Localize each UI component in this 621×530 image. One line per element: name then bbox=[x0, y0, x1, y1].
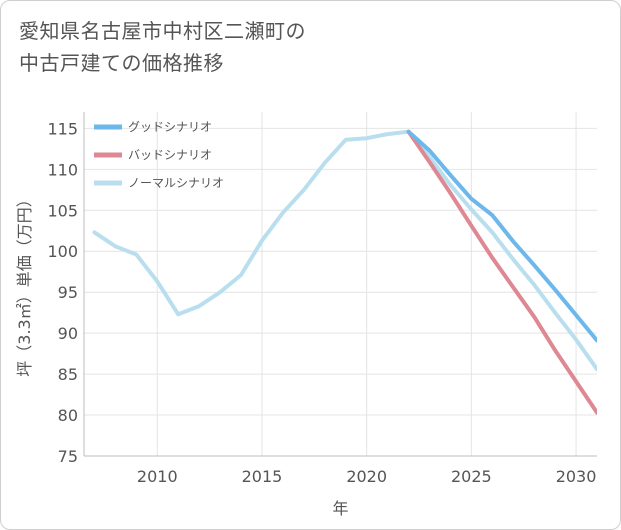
y-tick-label: 85 bbox=[58, 365, 78, 384]
x-tick-label: 2025 bbox=[451, 467, 492, 486]
y-tick-label: 75 bbox=[58, 447, 78, 466]
chart-title-line-2: 中古戸建ての価格推移 bbox=[19, 51, 224, 75]
series-line-2 bbox=[92, 129, 597, 372]
axes bbox=[83, 112, 597, 457]
x-tick-label: 2020 bbox=[346, 467, 387, 486]
chart-title: 愛知県名古屋市中村区二瀬町の 中古戸建ての価格推移 bbox=[19, 15, 306, 79]
y-tick-label: 80 bbox=[58, 406, 78, 425]
x-tick-label: 2030 bbox=[556, 467, 597, 486]
legend-label-0: グッドシナリオ bbox=[128, 120, 212, 134]
tick-labels: 75 80 85 90 95 100 105 110 115 2010 2015 2020 2025 20… bbox=[47, 119, 596, 486]
series-line-0 bbox=[406, 129, 597, 343]
y-tick-label: 105 bbox=[47, 201, 78, 220]
series-lines bbox=[92, 129, 597, 415]
chart-title-line-1: 愛知県名古屋市中村区二瀬町の bbox=[19, 19, 306, 43]
legend-label-2: ノーマルシナリオ bbox=[128, 176, 224, 190]
y-tick-label: 110 bbox=[47, 160, 78, 179]
legend-label-1: バッドシナリオ bbox=[128, 148, 212, 162]
x-tick-label: 2010 bbox=[137, 467, 178, 486]
y-tick-label: 95 bbox=[58, 283, 78, 302]
y-tick-label: 100 bbox=[47, 242, 78, 261]
y-axis-label: 坪（3.3㎡）単価（万円） bbox=[15, 191, 34, 376]
series-line-1 bbox=[406, 129, 597, 415]
y-tick-label: 115 bbox=[47, 119, 78, 138]
x-axis-label: 年 bbox=[332, 499, 348, 518]
y-tick-label: 90 bbox=[58, 324, 78, 343]
x-tick-label: 2015 bbox=[242, 467, 283, 486]
